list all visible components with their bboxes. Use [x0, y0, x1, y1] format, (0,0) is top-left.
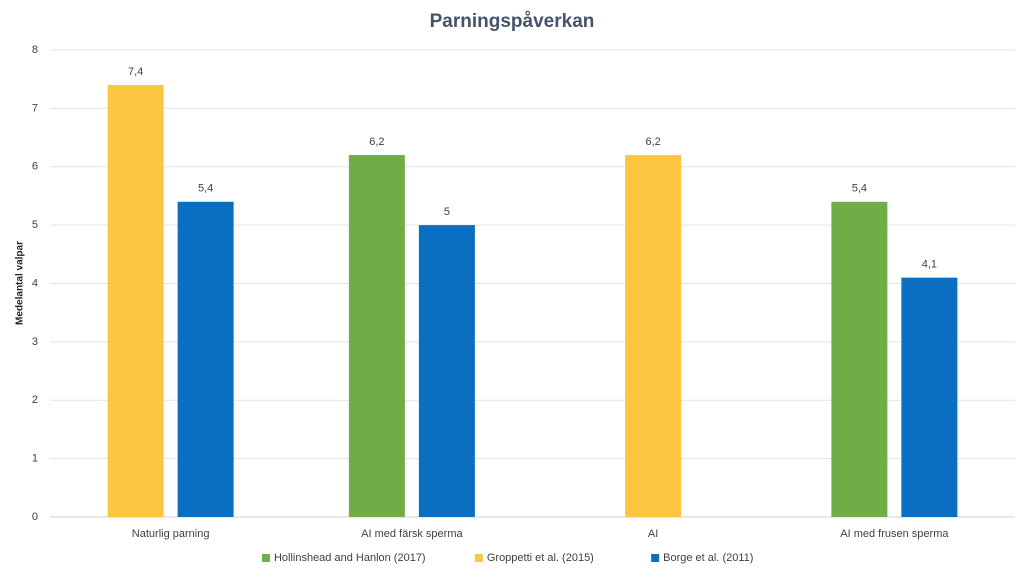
- value-label: 6,2: [645, 136, 660, 148]
- legend-label: Groppetti et al. (2015): [487, 552, 594, 564]
- legend-swatch: [651, 554, 660, 562]
- y-tick-label: 0: [32, 511, 38, 523]
- bar: [901, 277, 958, 517]
- value-label: 5,4: [198, 183, 213, 195]
- legend-label: Borge et al. (2011): [663, 552, 753, 564]
- bar: [348, 155, 405, 517]
- x-tick-label: AI med frusen sperma: [840, 528, 949, 540]
- bar: [418, 225, 475, 517]
- value-label: 5,4: [852, 183, 867, 195]
- legend-swatch: [474, 554, 483, 562]
- legend-label: Hollinshead and Hanlon (2017): [274, 552, 426, 564]
- bar: [107, 85, 164, 518]
- value-label: 5: [444, 206, 450, 218]
- value-label: 6,2: [369, 136, 384, 148]
- legend-swatch: [261, 554, 270, 562]
- x-tick-label: AI: [648, 528, 658, 540]
- y-tick-label: 7: [32, 102, 38, 114]
- bar: [625, 155, 682, 517]
- y-axis-label: Medelantal valpar: [15, 241, 26, 325]
- y-tick-label: 4: [32, 277, 38, 289]
- value-label: 7,4: [128, 66, 143, 78]
- chart-title: Parningspåverkan: [430, 11, 595, 32]
- y-tick-label: 6: [32, 161, 38, 173]
- x-tick-label: Naturlig parning: [132, 528, 210, 540]
- y-tick-label: 8: [32, 44, 38, 56]
- bar: [177, 201, 234, 517]
- y-tick-label: 3: [32, 336, 38, 348]
- x-tick-label: AI med färsk sperma: [361, 528, 463, 540]
- y-tick-label: 5: [32, 219, 38, 231]
- value-label: 4,1: [922, 259, 937, 271]
- y-tick-label: 2: [32, 394, 38, 406]
- bar: [831, 201, 888, 517]
- y-tick-label: 1: [32, 453, 38, 465]
